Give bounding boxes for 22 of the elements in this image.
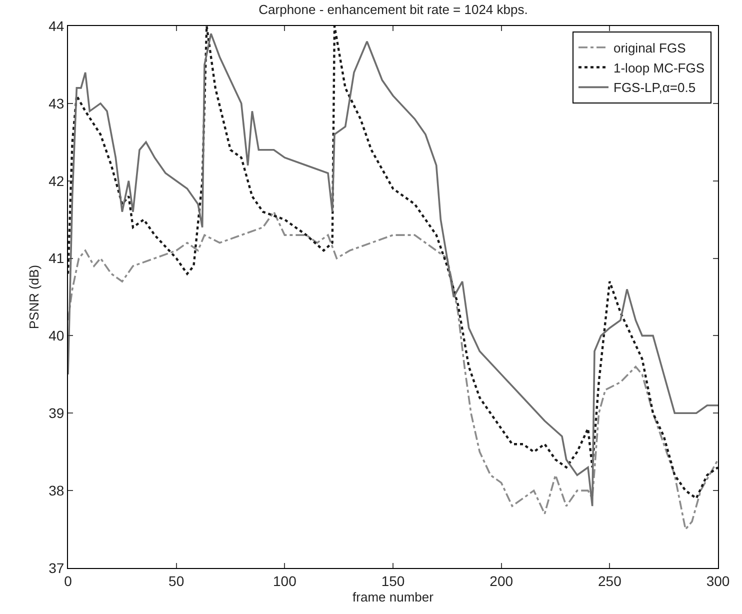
y-tick-label: 43: [48, 95, 64, 112]
x-tick-label: 0: [64, 572, 72, 589]
y-tick-label: 42: [48, 172, 64, 189]
y-tick-label: 39: [48, 405, 64, 422]
y-tick-label: 44: [48, 18, 64, 34]
y-tick-label: 38: [48, 482, 64, 498]
legend-label: FGS-LP,α=0.5: [614, 80, 696, 96]
legend-label: original FGS: [614, 40, 686, 56]
x-tick-label: 100: [272, 572, 297, 589]
y-tick-label: 40: [48, 328, 64, 344]
y-tick-label: 41: [48, 250, 64, 266]
legend-label: 1-loop MC-FGS: [614, 60, 705, 76]
x-axis-title: frame number: [352, 589, 434, 604]
chart-title: Carphone - enhancement bit rate = 1024 kbps.: [258, 2, 528, 18]
x-tick-label: 300: [706, 572, 730, 589]
line-series: [68, 210, 718, 530]
x-tick-label: 200: [490, 572, 514, 589]
x-tick-label: 50: [168, 572, 184, 589]
x-tick-label: 250: [598, 572, 622, 589]
y-axis-title: PSNR (dB): [26, 264, 42, 330]
y-tick-label: 37: [48, 560, 64, 576]
x-tick-label: 150: [381, 572, 405, 589]
